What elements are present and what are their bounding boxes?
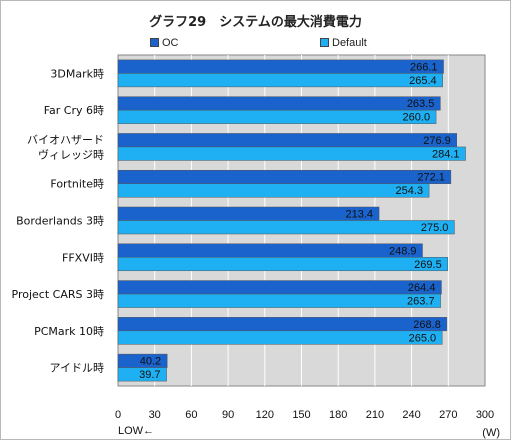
data-label-default: 265.4: [409, 75, 437, 87]
legend-label-oc: OC: [162, 37, 179, 49]
bar-default: [117, 183, 430, 198]
bar-default: [117, 73, 443, 88]
bar-oc: [117, 59, 444, 74]
x-tick-label: 0: [115, 409, 121, 421]
bar-oc: [117, 280, 442, 295]
data-label-default: 269.5: [414, 259, 442, 271]
bar-default: [117, 293, 441, 308]
x-tick-label: 180: [329, 409, 347, 421]
data-label-default: 275.0: [421, 222, 449, 234]
bar-default: [117, 257, 448, 272]
bar-default: [117, 220, 455, 235]
bar-oc: [117, 169, 452, 184]
bar-default: [117, 146, 466, 161]
data-label-default: 39.7: [139, 369, 160, 381]
x-tick-label: 150: [292, 409, 310, 421]
bar-default: [117, 367, 167, 382]
category-label: Borderlands 3時: [16, 215, 104, 228]
bar-oc: [117, 96, 441, 111]
bar-oc: [117, 206, 380, 221]
category-label: Far Cry 6時: [44, 104, 104, 117]
x-tick-label: 210: [366, 409, 384, 421]
data-label-oc: 266.1: [410, 61, 438, 73]
x-tick-label: 240: [402, 409, 420, 421]
bar-oc: [117, 133, 457, 148]
data-label-oc: 264.4: [408, 282, 436, 294]
data-label-oc: 40.2: [140, 356, 161, 368]
legend-item-oc: OC: [150, 37, 179, 49]
legend-swatch-default: [320, 38, 329, 47]
bar-default: [117, 330, 443, 345]
data-label-oc: 268.8: [413, 319, 441, 331]
data-label-default: 265.0: [409, 332, 437, 344]
category-label: PCMark 10時: [34, 325, 104, 338]
data-label-default: 284.1: [432, 148, 460, 160]
x-tick-label: 60: [185, 409, 197, 421]
data-label-oc: 213.4: [346, 209, 374, 221]
legend-swatch-oc: [150, 38, 159, 47]
x-tick-label: 270: [439, 409, 457, 421]
category-label: Fortnite時: [50, 178, 104, 191]
data-label-default: 254.3: [396, 185, 424, 197]
bar-default: [117, 109, 437, 124]
category-label: アイドル時: [50, 362, 104, 375]
category-label: Project CARS 3時: [12, 288, 104, 301]
x-tick-label: 300: [476, 409, 494, 421]
data-label-oc: 272.1: [417, 172, 445, 184]
category-label: FFXVI時: [62, 251, 104, 264]
unit-label: (W): [482, 427, 500, 439]
bar-oc: [117, 317, 448, 332]
category-label: 3DMark時: [50, 67, 104, 80]
data-label-default: 263.7: [407, 296, 435, 308]
x-tick-label: 90: [222, 409, 234, 421]
category-label: バイオハザード: [27, 133, 104, 146]
legend-item-default: Default: [320, 37, 367, 49]
category-label: ヴィレッジ時: [38, 147, 104, 161]
bar-oc: [117, 243, 423, 258]
x-tick-label: 120: [256, 409, 274, 421]
x-tick-label: 30: [149, 409, 161, 421]
x-axis-label: LOW←: [118, 425, 154, 437]
data-label-oc: 263.5: [407, 98, 435, 110]
data-label-default: 260.0: [403, 112, 431, 124]
legend-label-default: Default: [332, 37, 367, 49]
data-label-oc: 248.9: [389, 245, 417, 257]
data-label-oc: 276.9: [423, 135, 451, 147]
chart-title: グラフ29 システムの最大消費電力: [149, 15, 362, 30]
